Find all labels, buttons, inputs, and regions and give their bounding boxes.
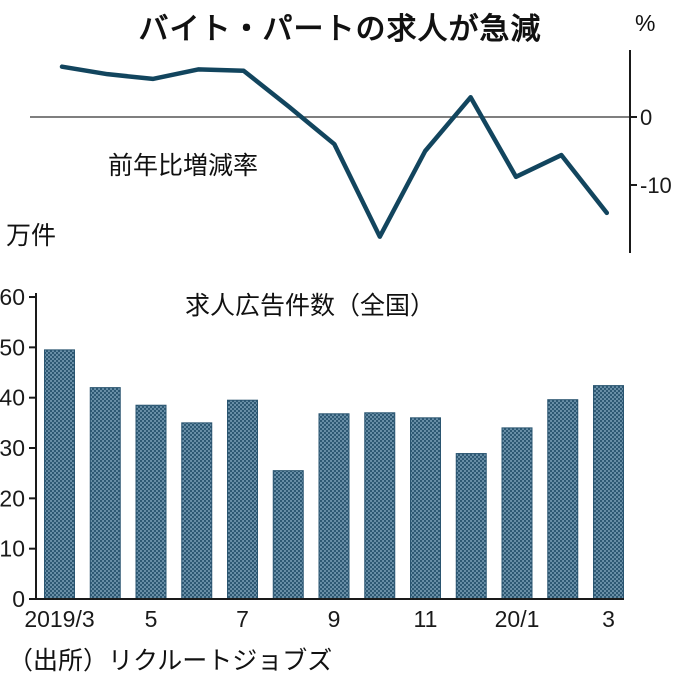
- x-tick-label: 20/1: [495, 606, 540, 632]
- line-unit-label: %: [635, 10, 656, 36]
- x-tick-label: 11: [414, 606, 438, 632]
- x-tick-label: 5: [145, 606, 158, 632]
- bar: [501, 427, 533, 600]
- bar: [547, 399, 579, 600]
- y-tick-label: 0: [640, 105, 652, 130]
- figure-title: バイト・パートの求人が急減: [138, 13, 542, 46]
- bar: [364, 412, 396, 600]
- trend-line: [59, 64, 610, 239]
- bar-chart-title: 求人広告件数（全国）: [185, 292, 436, 320]
- y-tick-label: -10: [640, 173, 672, 198]
- y-tick-label: 20: [0, 485, 25, 511]
- bar: [272, 470, 304, 600]
- line-annotation-label: 前年比増減率: [108, 152, 259, 180]
- bar: [227, 399, 258, 600]
- y-tick-label: 40: [0, 385, 25, 411]
- bar: [593, 385, 624, 600]
- bar-chart-svg: 0 10 20 30 40 50 60 2019/3 5 7 9 11 20/1 3: [0, 284, 624, 632]
- y-tick-label: 60: [0, 284, 25, 310]
- x-tick-label: 2019/3: [24, 606, 94, 632]
- bar: [44, 349, 75, 600]
- y-tick-label: 30: [0, 435, 25, 461]
- bar: [455, 453, 487, 600]
- x-tick-label: 7: [236, 606, 249, 632]
- bar: [181, 422, 213, 600]
- bar-unit-label: 万件: [6, 222, 57, 250]
- y-tick-label: 50: [0, 334, 25, 360]
- x-tick-label: 9: [328, 606, 341, 632]
- bar: [89, 387, 121, 600]
- source-note: （出所）リクルートジョブズ: [8, 647, 333, 675]
- x-tick-label: 3: [602, 606, 615, 632]
- bar: [318, 413, 350, 600]
- y-tick-label: 10: [0, 536, 25, 562]
- y-tick-label: 0: [12, 586, 25, 612]
- line-chart-svg: 0 -10: [30, 50, 672, 253]
- bar: [135, 404, 167, 600]
- bar: [410, 417, 441, 600]
